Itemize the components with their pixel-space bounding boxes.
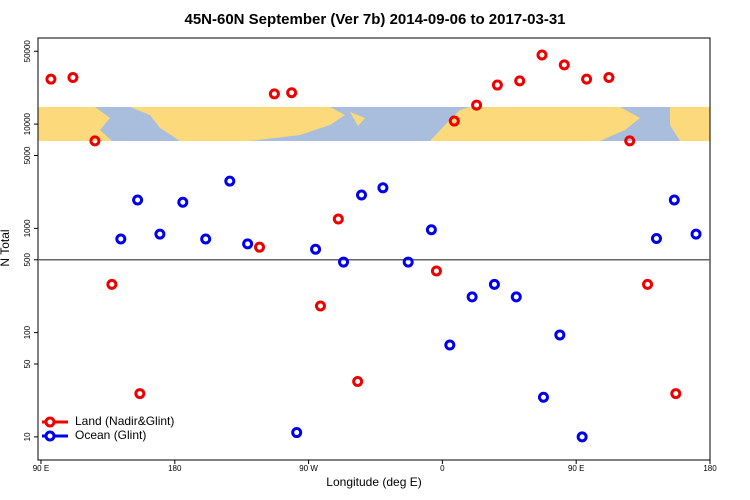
point [242, 238, 254, 250]
point [581, 73, 593, 85]
point [67, 72, 79, 84]
point [332, 213, 344, 225]
point [134, 388, 146, 400]
y-tick-label: 50 [23, 359, 32, 368]
y-tick-label: 50000 [23, 40, 32, 63]
point [650, 232, 662, 244]
y-tick-label: 10 [23, 432, 32, 441]
point [510, 291, 522, 303]
point [466, 291, 478, 303]
y-tick-label: 10000 [23, 112, 32, 135]
point [89, 135, 101, 147]
point [310, 243, 322, 255]
chart-title: 45N-60N September (Ver 7b) 2014-09-06 to… [184, 11, 565, 28]
y-axis-label: N Total [0, 229, 12, 266]
point [154, 228, 166, 240]
x-tick-label: 90 W [299, 464, 318, 473]
legend-marker [44, 430, 56, 442]
point [425, 224, 437, 236]
point [558, 59, 570, 71]
point [668, 194, 680, 206]
plot-frame [37, 37, 711, 461]
x-tick-label: 180 [168, 464, 182, 473]
point [352, 375, 364, 387]
point [491, 79, 503, 91]
point [537, 391, 549, 403]
y-tick-label: 5000 [23, 146, 32, 164]
point [314, 300, 326, 312]
point [132, 194, 144, 206]
y-tick-label: 500 [23, 253, 32, 267]
y-tick-label: 1000 [23, 219, 32, 237]
point [356, 189, 368, 201]
x-axis-label: Longitude (deg E) [326, 475, 421, 489]
point [200, 233, 212, 245]
point [624, 135, 636, 147]
point [603, 72, 615, 84]
point [115, 233, 127, 245]
x-tick-label: 90 E [568, 464, 584, 473]
point [514, 75, 526, 87]
y-tick-label: 100 [23, 325, 32, 339]
point [536, 49, 548, 61]
point [642, 278, 654, 290]
point [471, 99, 483, 111]
legend-label: Ocean (Glint) [75, 428, 146, 442]
x-tick-label: 0 [440, 464, 445, 473]
point [291, 427, 303, 439]
point [45, 73, 57, 85]
point [254, 241, 266, 253]
point [177, 196, 189, 208]
map-strip [38, 107, 710, 141]
point [268, 88, 280, 100]
point [402, 256, 414, 268]
x-tick-label: 90 E [33, 464, 49, 473]
point [286, 87, 298, 99]
point [690, 228, 702, 240]
point [448, 115, 460, 127]
point [106, 278, 118, 290]
point [670, 388, 682, 400]
x-tick-label: 180 [703, 464, 717, 473]
point [576, 431, 588, 443]
point [224, 175, 236, 187]
legend-label: Land (Nadir&Glint) [75, 414, 174, 428]
point [338, 256, 350, 268]
point [430, 265, 442, 277]
point [377, 182, 389, 194]
legend-marker [44, 416, 56, 428]
point [488, 278, 500, 290]
point [444, 339, 456, 351]
point [554, 329, 566, 341]
